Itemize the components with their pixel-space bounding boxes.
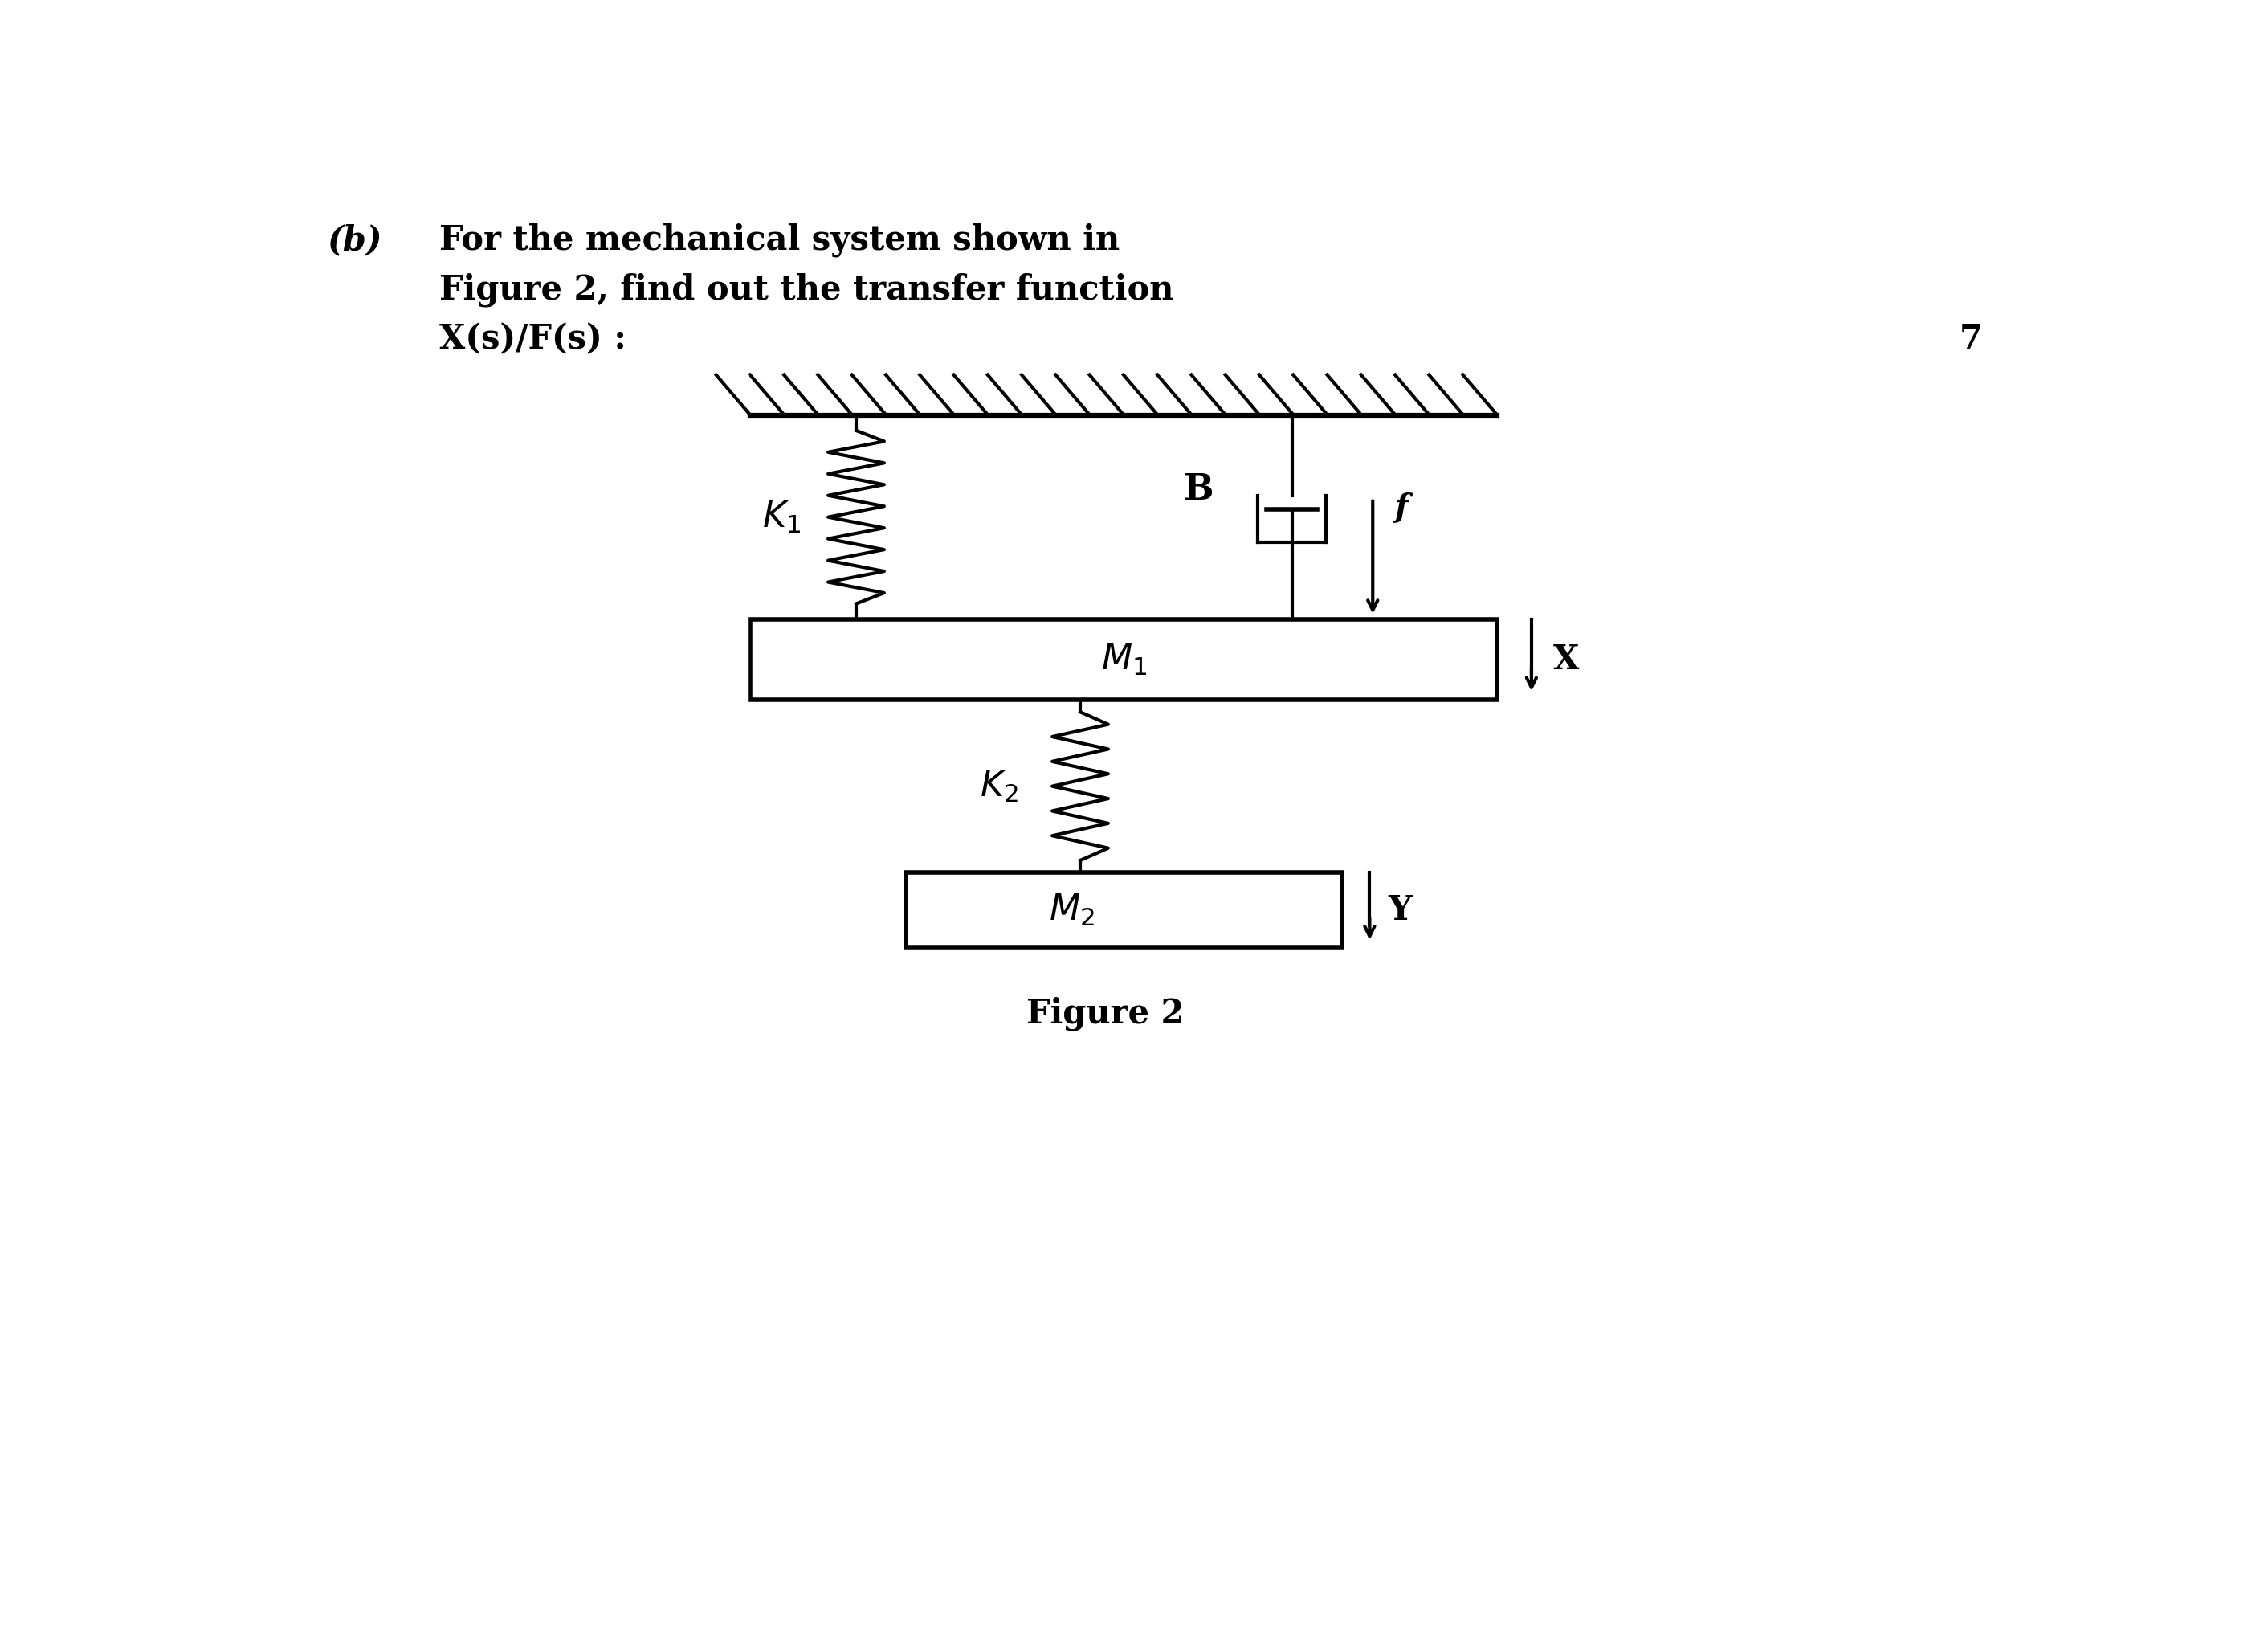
Text: 7: 7 — [1960, 322, 1982, 356]
Text: f: f — [1395, 492, 1408, 523]
Text: B: B — [1184, 472, 1213, 507]
Text: $K_1$: $K_1$ — [762, 500, 801, 534]
Text: (b): (b) — [327, 224, 383, 257]
Bar — [751, 619, 1497, 699]
Text: Figure 2, find out the transfer function: Figure 2, find out the transfer function — [440, 273, 1173, 307]
Text: Y: Y — [1388, 894, 1413, 926]
Text: X(s)/F(s) :: X(s)/F(s) : — [440, 322, 626, 356]
Text: X: X — [1554, 642, 1579, 676]
Text: Figure 2: Figure 2 — [1025, 997, 1184, 1031]
Text: $M_2$: $M_2$ — [1048, 892, 1095, 928]
Text: For the mechanical system shown in: For the mechanical system shown in — [440, 224, 1120, 258]
Text: $K_2$: $K_2$ — [980, 768, 1018, 804]
Text: $M_1$: $M_1$ — [1100, 642, 1148, 676]
Bar — [905, 873, 1343, 948]
